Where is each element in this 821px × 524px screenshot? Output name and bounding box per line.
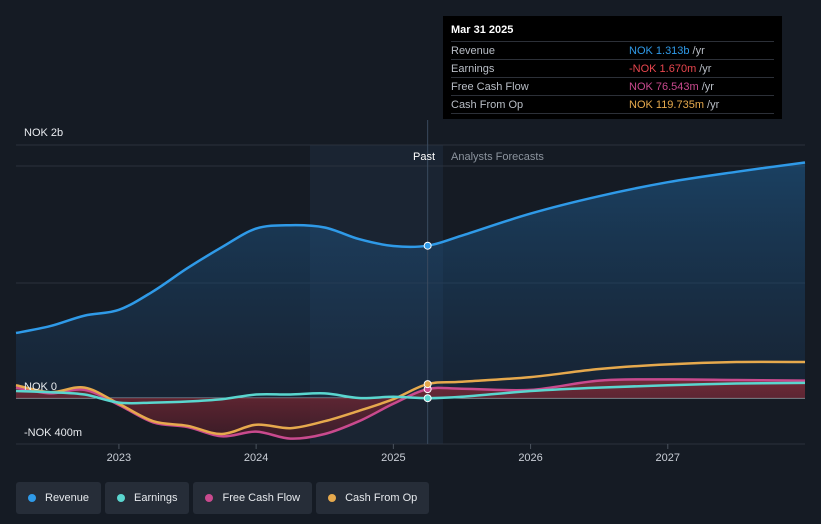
tooltip-label: Earnings: [451, 62, 495, 75]
tooltip-label: Cash From Op: [451, 98, 524, 111]
legend-item-free-cash-flow[interactable]: Free Cash Flow: [193, 482, 313, 514]
tooltip-row-earnings: Earnings -NOK 1.670m /yr: [451, 60, 774, 78]
x-tick-label: 2027: [656, 452, 680, 464]
tooltip-row-cash-from-op: Cash From Op NOK 119.735m /yr: [451, 96, 774, 114]
tooltip-unit: /yr: [707, 98, 720, 111]
legend-label: Free Cash Flow: [222, 492, 301, 504]
free-cash-flow-area: [16, 379, 805, 439]
x-tick-label: 2024: [244, 452, 268, 464]
legend-item-revenue[interactable]: Revenue: [16, 482, 102, 514]
tooltip-unit: /yr: [701, 80, 714, 93]
y-label-top: NOK 2b: [24, 127, 63, 139]
revenue-line: [15, 161, 806, 335]
legend-dot-icon: [117, 494, 126, 502]
legend-label: Revenue: [45, 492, 90, 504]
legend-dot-icon: [28, 494, 36, 502]
legend-dot-icon: [328, 494, 337, 502]
tooltip-date: Mar 31 2025: [451, 24, 774, 42]
revenue-marker: [423, 241, 432, 250]
legend-item-earnings[interactable]: Earnings: [105, 482, 190, 514]
tooltip-value: -NOK 1.670m: [629, 62, 697, 75]
tooltip-row-revenue: Revenue NOK 1.313b /yr: [451, 42, 774, 60]
hover-markers: [423, 241, 432, 403]
forecast-label: Analysts Forecasts: [451, 151, 544, 163]
series-lines: [15, 161, 806, 440]
y-label-zero: NOK 0: [24, 381, 57, 393]
tooltip-value: NOK 76.543m: [629, 80, 699, 93]
earnings-marker: [423, 394, 432, 403]
tooltip-label: Revenue: [451, 44, 496, 57]
tooltip-value: NOK 119.735m: [629, 98, 705, 111]
cash-from-op-marker: [423, 380, 432, 389]
legend-dot-icon: [205, 494, 214, 502]
x-axis-ticks: 2023 2024 2025 2026 2027: [107, 444, 680, 464]
tooltip-unit: /yr: [692, 44, 705, 57]
past-label: Past: [413, 151, 435, 163]
legend-label: Cash From Op: [345, 492, 418, 504]
series-fills: [16, 162, 805, 439]
tooltip-unit: /yr: [699, 62, 712, 75]
tooltip-label: Free Cash Flow: [451, 80, 529, 93]
revenue-area: [16, 162, 805, 398]
earnings-line: [15, 381, 806, 405]
legend-label: Earnings: [134, 492, 178, 504]
tooltip-row-free-cash-flow: Free Cash Flow NOK 76.543m /yr: [451, 78, 774, 96]
tooltip: Mar 31 2025 Revenue NOK 1.313b /yr Earni…: [443, 16, 782, 119]
tooltip-value: NOK 1.313b: [629, 44, 690, 57]
axis-labels: NOK 2b NOK 0 -NOK 400m Past Analysts For…: [24, 127, 544, 439]
x-tick-label: 2025: [381, 452, 405, 464]
legend: Revenue Earnings Free Cash Flow Cash Fro…: [16, 482, 430, 514]
x-tick-label: 2023: [107, 452, 131, 464]
legend-item-cash-from-op[interactable]: Cash From Op: [316, 482, 430, 514]
x-tick-label: 2026: [518, 452, 542, 464]
y-label-bottom: -NOK 400m: [24, 427, 82, 439]
